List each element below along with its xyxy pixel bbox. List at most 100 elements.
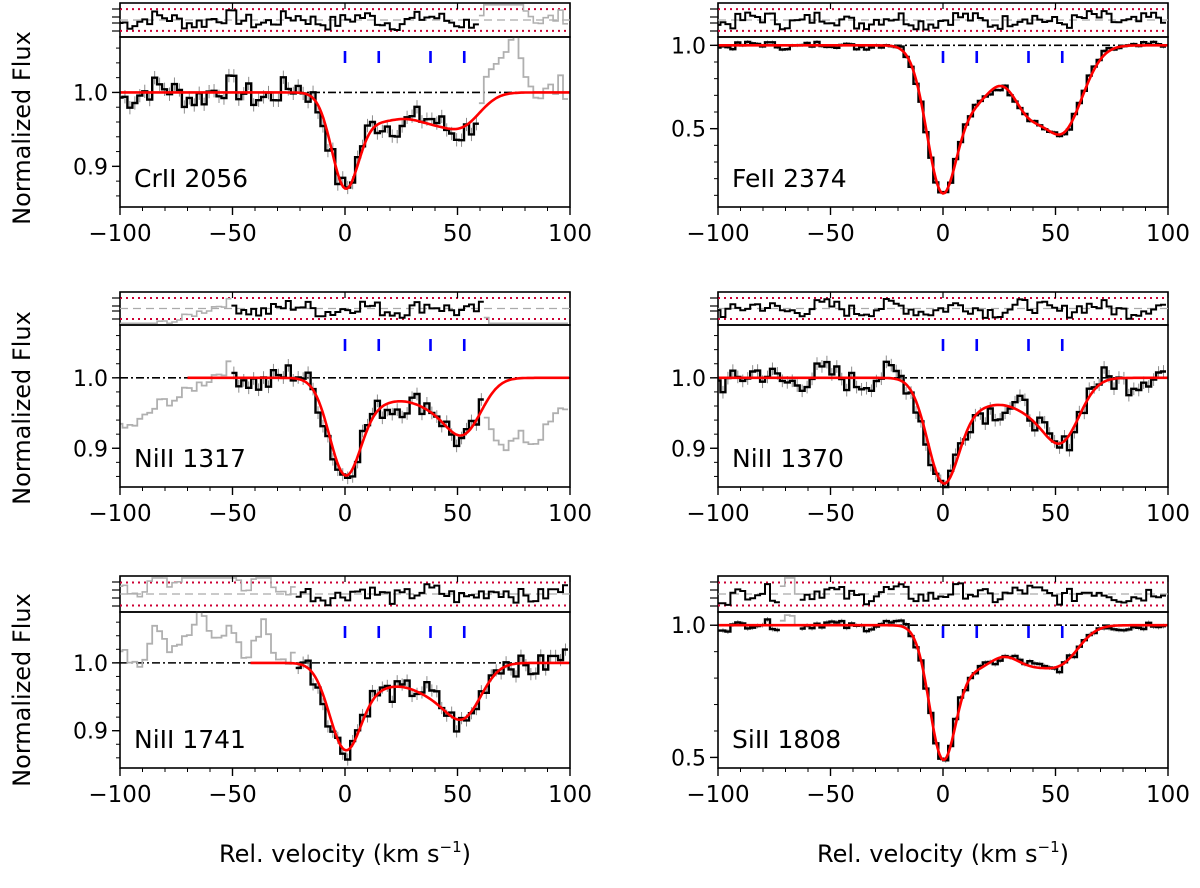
- xlabel-right: Rel. velocity (km s−1): [817, 838, 1069, 868]
- xtick-label: 50: [443, 221, 472, 247]
- xtick-label: −50: [806, 221, 855, 247]
- ytick-label: 1.0: [671, 614, 706, 639]
- xtick-label: −100: [88, 782, 151, 808]
- ytick-label: 0.9: [671, 437, 706, 462]
- ylabel-row1: Normalized Flux: [8, 31, 36, 225]
- ytick-label: 1.0: [73, 81, 108, 106]
- masked-spectrum: [483, 407, 568, 452]
- panels-container: −100 −50 0 50 100 0.9 1.0 CrII 2056 −100 −50 0 50 10…: [73, 2, 1190, 808]
- xtick-label: −100: [686, 221, 749, 247]
- main-niii-1741: −100 −50 0 50 100 0.9 1.0 NiII 1741: [73, 576, 592, 808]
- xtick-label: 100: [548, 501, 592, 527]
- xtick-label: 0: [936, 501, 951, 527]
- spectrum-series: [718, 618, 780, 633]
- panel-feii-2374: −100 −50 0 50 100 0.5 1.0 FeII 2374: [671, 2, 1190, 247]
- xtick-label: 50: [443, 501, 472, 527]
- spectrum-series: [231, 364, 484, 479]
- panel-crii-2056: −100 −50 0 50 100 0.9 1.0 CrII 2056: [73, 2, 592, 247]
- masked-spectrum: [120, 360, 232, 429]
- panel-niii-1317: −100 −50 0 50 100 0.9 1.0 NiII 1317: [73, 291, 592, 527]
- model-curve: [120, 91, 570, 191]
- xtick-label: −50: [208, 782, 257, 808]
- residual-series: [718, 298, 1166, 320]
- xtick-label: −100: [88, 501, 151, 527]
- xtick-label: 50: [1041, 501, 1070, 527]
- panel-niii-1741: −100 −50 0 50 100 0.9 1.0 NiII 1741: [73, 575, 592, 808]
- panel-label-feii-2374: FeII 2374: [732, 164, 847, 193]
- xtick-label: 0: [338, 221, 353, 247]
- xtick-label: −50: [208, 501, 257, 527]
- xtick-label: 100: [548, 221, 592, 247]
- ytick-label: 0.9: [73, 720, 108, 745]
- spectrum-series: [120, 74, 479, 189]
- xlabel-left-main: Rel. velocity (km s: [219, 840, 440, 868]
- residual-series: [799, 582, 1166, 606]
- residual-series: [295, 583, 568, 607]
- xtick-label: 50: [443, 782, 472, 808]
- panel-label-siii-1808: SiII 1808: [732, 725, 841, 754]
- ylabel-row3: Normalized Flux: [8, 593, 36, 787]
- xtick-label: 100: [1146, 501, 1190, 527]
- masked-spectrum: [478, 36, 568, 105]
- residual-masked: [483, 316, 568, 325]
- panel-label-crii-2056: CrII 2056: [134, 164, 248, 193]
- xtick-label: 0: [338, 782, 353, 808]
- model-curve: [718, 623, 1168, 762]
- main-niii-1370: −100 −50 0 50 100 0.9 1.0 NiII 1370: [671, 292, 1190, 527]
- main-siii-1808: −100 −50 0 50 100 0.5 1.0 SiII 1808: [671, 576, 1190, 808]
- model-curve: [187, 376, 570, 477]
- panel-siii-1808: −100 −50 0 50 100 0.5 1.0 SiII 1808: [671, 575, 1190, 808]
- ytick-label: 1.0: [73, 367, 108, 392]
- xtick-label: 50: [1041, 221, 1070, 247]
- model-curve: [718, 376, 1168, 485]
- xlabel-left-close: ): [462, 840, 471, 868]
- xlabel-left-sup: −1: [440, 838, 462, 856]
- xlabel-right-main: Rel. velocity (km s: [817, 840, 1038, 868]
- panel-niii-1370: −100 −50 0 50 100 0.9 1.0 NiII 1370: [671, 291, 1190, 527]
- residual-siii-1808: [710, 575, 1169, 613]
- xtick-label: −50: [208, 221, 257, 247]
- ytick-label: 0.5: [671, 746, 706, 771]
- main-niii-1317: −100 −50 0 50 100 0.9 1.0 NiII 1317: [73, 292, 592, 527]
- main-feii-2374: −100 −50 0 50 100 0.5 1.0 FeII 2374: [671, 3, 1190, 247]
- residual-series: [231, 300, 484, 319]
- xtick-label: −50: [806, 782, 855, 808]
- ytick-label: 0.9: [73, 437, 108, 462]
- panel-label-niii-1741: NiII 1741: [134, 725, 246, 754]
- model-curve: [250, 661, 570, 752]
- residual-feii-2374: [710, 2, 1169, 38]
- xtick-label: 50: [1041, 782, 1070, 808]
- ytick-label: 1.0: [671, 34, 706, 59]
- xtick-label: 100: [1146, 221, 1190, 247]
- residual-crii-2056: [112, 2, 571, 38]
- residual-series: [718, 10, 1166, 31]
- residual-masked: [779, 577, 800, 595]
- ytick-label: 1.0: [73, 652, 108, 677]
- xtick-label: 100: [1146, 782, 1190, 808]
- xtick-label: −100: [686, 782, 749, 808]
- residual-niii-1317: [112, 291, 571, 326]
- panel-label-niii-1370: NiII 1370: [732, 444, 844, 473]
- xlabel-right-sup: −1: [1038, 838, 1060, 856]
- residual-masked: [120, 577, 296, 598]
- panel-label-niii-1317: NiII 1317: [134, 444, 246, 473]
- residual-masked: [120, 297, 232, 325]
- masked-spectrum: [120, 611, 296, 668]
- spectrum-series: [295, 648, 568, 761]
- main-crii-2056: −100 −50 0 50 100 0.9 1.0 CrII 2056: [73, 3, 592, 247]
- spectrum-series: [799, 619, 1166, 762]
- xtick-label: 0: [936, 782, 951, 808]
- ylabel-row2: Normalized Flux: [8, 311, 36, 505]
- residual-series: [120, 9, 479, 31]
- model-curve: [718, 44, 1168, 195]
- residual-niii-1741: [112, 575, 571, 613]
- ytick-label: 1.0: [671, 367, 706, 392]
- residual-series: [718, 583, 780, 606]
- xtick-label: 0: [936, 221, 951, 247]
- residual-niii-1370: [710, 291, 1169, 326]
- ytick-label: 0.9: [73, 155, 108, 180]
- xtick-label: −100: [88, 221, 151, 247]
- masked-spectrum: [779, 614, 800, 627]
- xtick-label: 0: [338, 501, 353, 527]
